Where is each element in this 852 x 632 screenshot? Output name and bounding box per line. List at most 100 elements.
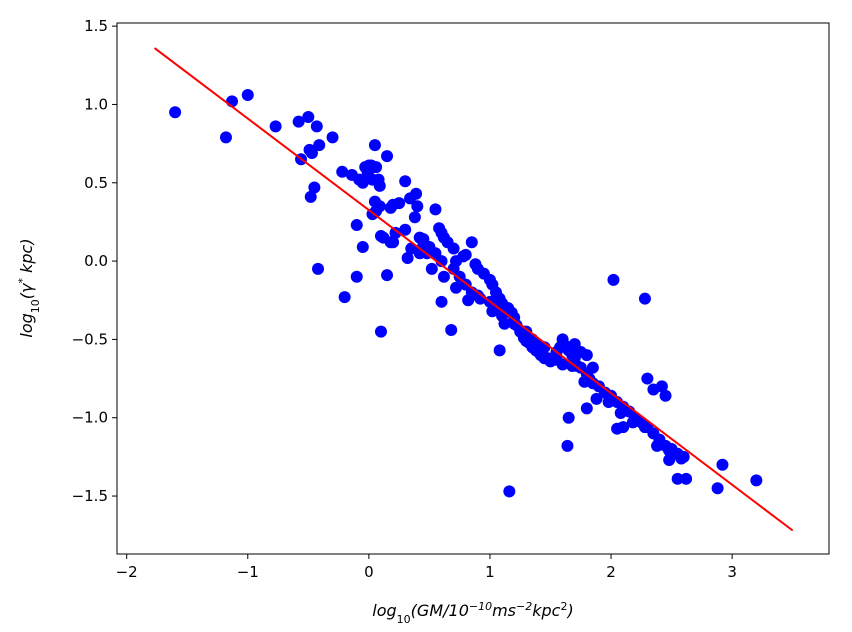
data-point — [508, 317, 521, 330]
x-tick-label: −2 — [116, 563, 138, 581]
data-point — [554, 341, 567, 354]
data-point — [562, 411, 575, 424]
y-axis: −1.5 −1.0 −0.5 0.0 0.5 1.0 1.5 — [72, 17, 117, 505]
data-point — [435, 295, 448, 308]
y-axis-label: log10(γ* kpc) — [16, 238, 42, 337]
data-point — [605, 389, 618, 402]
data-point — [711, 482, 724, 495]
data-point — [393, 197, 406, 210]
data-point — [411, 200, 424, 213]
data-point — [372, 173, 385, 186]
data-point — [578, 375, 591, 388]
data-point — [675, 452, 688, 465]
data-point — [590, 392, 603, 405]
data-point — [350, 219, 363, 232]
data-point — [651, 439, 664, 452]
y-tick-label: 0.0 — [84, 252, 108, 270]
x-tick-label: 0 — [364, 563, 374, 581]
x-tick-label: 2 — [606, 563, 616, 581]
data-point — [374, 325, 387, 338]
data-point — [336, 165, 349, 178]
x-tick-label: −1 — [237, 563, 259, 581]
data-point — [356, 240, 369, 253]
data-point — [493, 344, 506, 357]
x-tick-label: 3 — [727, 563, 737, 581]
y-tick-label: 1.0 — [84, 95, 108, 113]
data-point — [498, 317, 511, 330]
data-point — [450, 281, 463, 294]
data-point — [607, 273, 620, 286]
data-point — [586, 361, 599, 374]
x-tick-label: 1 — [485, 563, 495, 581]
data-point — [312, 262, 325, 275]
data-point — [169, 106, 182, 119]
data-point — [465, 236, 478, 249]
x-axis: −2 −1 0 1 2 3 — [116, 554, 737, 581]
data-point — [313, 139, 326, 152]
y-tick-label: 1.5 — [84, 17, 108, 35]
data-point — [368, 195, 381, 208]
data-point — [399, 175, 412, 188]
data-point — [429, 203, 442, 216]
data-point — [381, 150, 394, 163]
y-tick-label: 0.5 — [84, 174, 108, 192]
x-axis-label: log10(GM/10−10ms−2kpc2) — [372, 600, 573, 626]
data-point — [326, 131, 339, 144]
data-point — [447, 242, 460, 255]
data-point — [302, 110, 315, 123]
data-point — [303, 143, 316, 156]
data-point — [556, 358, 569, 371]
data-point — [561, 439, 574, 452]
data-point — [399, 223, 412, 236]
data-point — [617, 421, 630, 434]
data-point — [304, 190, 317, 203]
data-point — [641, 372, 654, 385]
data-point — [356, 176, 369, 189]
data-point — [503, 485, 516, 498]
fit-line — [153, 47, 794, 532]
data-point — [580, 402, 593, 415]
data-point — [614, 407, 627, 420]
data-point — [663, 444, 676, 457]
data-point — [671, 472, 684, 485]
data-point — [638, 421, 651, 434]
data-point — [655, 380, 668, 393]
data-point — [638, 292, 651, 305]
data-point — [425, 262, 438, 275]
y-tick-label: −0.5 — [72, 330, 108, 348]
data-point — [459, 248, 472, 261]
data-point — [408, 211, 421, 224]
y-tick-label: −1.5 — [72, 487, 108, 505]
data-points — [169, 89, 763, 498]
data-point — [435, 255, 448, 268]
data-point — [437, 270, 450, 283]
data-point — [401, 251, 414, 264]
data-point — [241, 89, 254, 102]
data-point — [716, 458, 729, 471]
data-point — [445, 324, 458, 337]
data-point — [384, 236, 397, 249]
data-point — [566, 360, 579, 373]
data-point — [410, 187, 423, 200]
data-point — [462, 294, 475, 307]
data-point — [310, 120, 323, 133]
data-point — [580, 349, 593, 362]
data-point — [750, 474, 763, 487]
data-point — [292, 115, 305, 128]
data-point — [365, 159, 378, 172]
fit-line-layer — [153, 47, 794, 532]
data-point — [368, 139, 381, 152]
data-point — [338, 291, 351, 304]
data-point — [381, 269, 394, 282]
data-point — [350, 270, 363, 283]
data-point — [308, 181, 321, 194]
data-point — [542, 352, 555, 365]
data-point — [486, 305, 499, 318]
data-point — [269, 120, 282, 133]
y-tick-label: −1.0 — [72, 409, 108, 427]
data-point — [529, 338, 542, 351]
data-point — [626, 416, 639, 429]
data-point — [663, 454, 676, 467]
data-point — [659, 389, 672, 402]
